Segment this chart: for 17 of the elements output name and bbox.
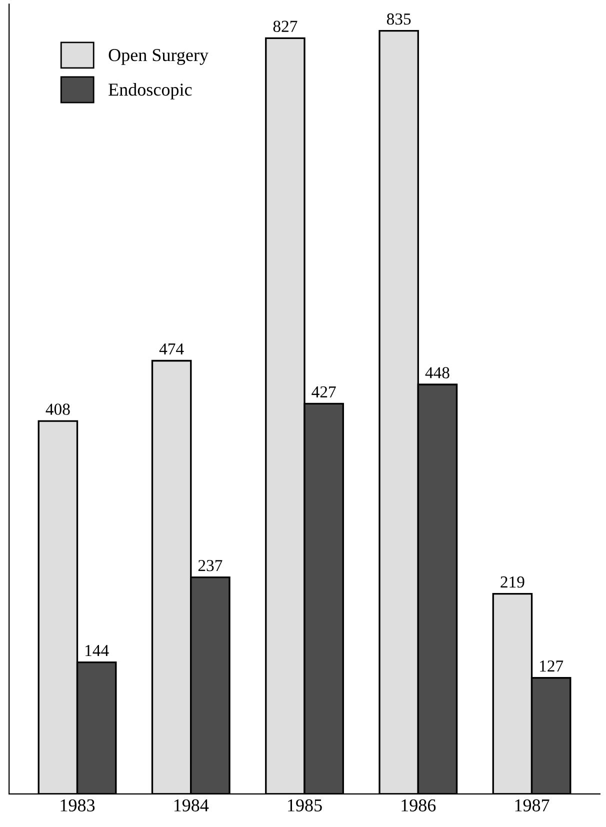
data-label: 448 — [425, 367, 450, 378]
data-label: 219 — [500, 576, 524, 588]
x-tick-label: 1985 — [288, 799, 322, 812]
data-label: 127 — [540, 660, 564, 672]
data-label: 408 — [46, 404, 70, 415]
legend-label: Endoscopic — [108, 83, 192, 100]
x-tick-label: 1987 — [515, 799, 550, 812]
x-tick-label: 1986 — [402, 799, 436, 812]
data-label: 427 — [312, 386, 336, 398]
data-label: 144 — [86, 644, 109, 656]
x-tick-label: 1984 — [174, 799, 209, 812]
data-label: 827 — [273, 20, 298, 32]
x-tick-label: 1983 — [60, 799, 95, 812]
data-label: 237 — [198, 560, 222, 572]
legend-label: Open Surgery — [108, 49, 208, 65]
data-label: 474 — [159, 343, 184, 354]
data-label: 835 — [386, 13, 411, 25]
